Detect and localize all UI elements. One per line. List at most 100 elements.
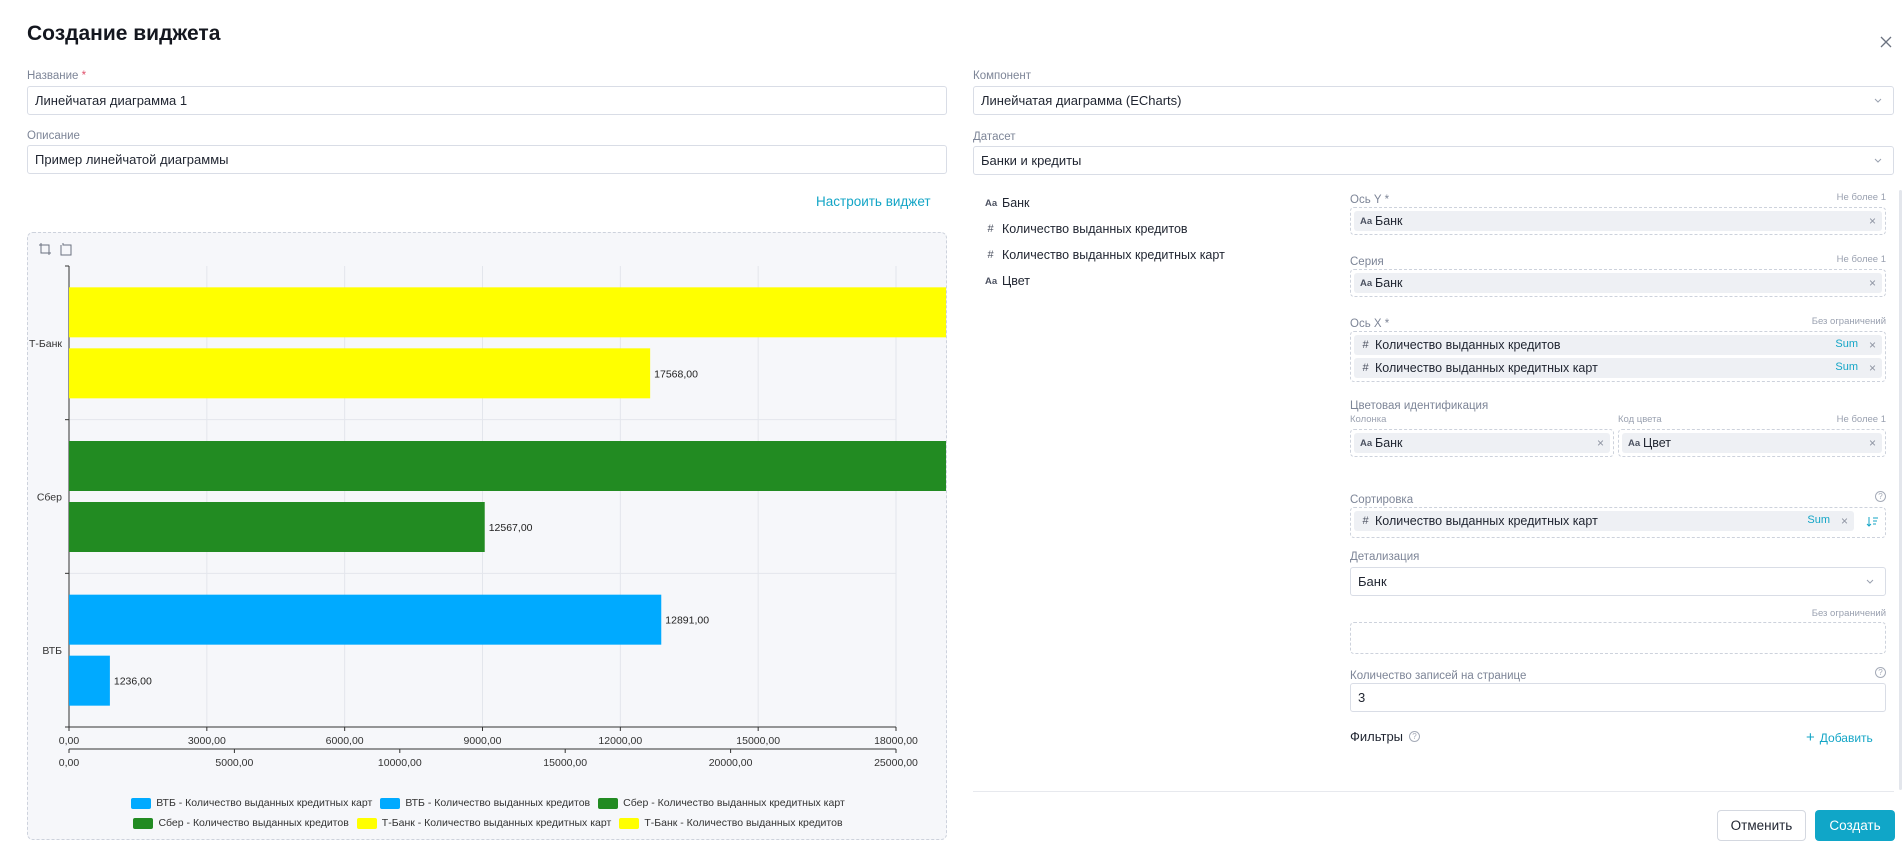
bar-data-label: 1236,00 (114, 676, 152, 688)
remove-icon[interactable]: × (1868, 214, 1876, 228)
detail-label: Детализация (1350, 551, 1420, 563)
aggregation-toggle[interactable]: Sum (1835, 361, 1858, 373)
chart-legend: ВТБ - Количество выданных кредитных карт… (48, 795, 928, 831)
series-dropzone[interactable]: Aa Банк × (1350, 269, 1886, 297)
text-type-icon: Aa (1628, 437, 1641, 449)
text-type-icon: Aa (1360, 277, 1373, 289)
add-filter-label: Добавить (1819, 731, 1873, 745)
description-input[interactable]: Пример линейчатой диаграммы (27, 145, 947, 174)
detail-extra-dropzone[interactable] (1350, 622, 1886, 654)
sort-dropzone[interactable]: # Количество выданных кредитных карт Sum… (1350, 507, 1886, 538)
x-tick-label: 18000,00 (874, 735, 918, 747)
x-axis-chip[interactable]: # Количество выданных кредитных карт Sum… (1354, 358, 1882, 378)
add-filter-button[interactable]: + Добавить (1806, 730, 1873, 745)
dialog-title: Создание виджета (27, 22, 221, 45)
x-axis-dropzone[interactable]: # Количество выданных кредитов Sum × # К… (1350, 331, 1886, 382)
series-header: Серия Не более 1 (1350, 252, 1886, 272)
cancel-button[interactable]: Отменить (1717, 810, 1806, 841)
number-type-icon: # (987, 223, 994, 235)
configure-widget-link[interactable]: Настроить виджет (816, 194, 931, 209)
component-select[interactable]: Линейчатая диаграмма (ECharts) (973, 86, 1894, 115)
name-input[interactable]: Линейчатая диаграмма 1 (27, 86, 947, 115)
x2-tick-label: 20000,00 (709, 757, 753, 769)
text-type-icon: Aa (985, 197, 998, 209)
y-axis-chip[interactable]: Aa Банк × (1354, 211, 1882, 231)
config-scrollbar[interactable] (1899, 190, 1902, 790)
bar (69, 348, 651, 399)
remove-icon[interactable]: × (1868, 361, 1876, 375)
chip-label: Банк (1375, 436, 1403, 450)
field-item-credits-count[interactable]: # Количество выданных кредитов (985, 219, 1285, 239)
legend-item[interactable]: Сбер - Количество выданных кредитных кар… (598, 795, 845, 811)
detail-limit: Без ограничений (1811, 608, 1886, 619)
field-item-cards-count[interactable]: # Количество выданных кредитных карт (985, 245, 1285, 265)
number-type-icon: # (1362, 339, 1369, 351)
series-label: Серия (1350, 256, 1384, 268)
help-icon[interactable]: ? (1409, 731, 1421, 742)
legend-item[interactable]: Сбер - Количество выданных кредитов (133, 815, 349, 831)
series-limit: Не более 1 (1836, 254, 1886, 265)
x2-tick-label: 25000,00 (874, 757, 918, 769)
legend-item[interactable]: Т-Банк - Количество выданных кредитов (619, 815, 843, 831)
chip-label: Количество выданных кредитов (1375, 338, 1561, 352)
legend-swatch (380, 797, 401, 809)
field-label: Цвет (1002, 274, 1031, 288)
page-size-input[interactable]: 3 (1350, 683, 1886, 712)
aggregation-toggle[interactable]: Sum (1807, 514, 1830, 526)
color-code-dropzone[interactable]: Aa Цвет × (1618, 429, 1886, 457)
x-tick-label: 9000,00 (464, 735, 502, 747)
help-icon[interactable]: ? (1875, 667, 1886, 678)
zoom-select-icon[interactable] (38, 242, 52, 256)
series-chip[interactable]: Aa Банк × (1354, 273, 1882, 293)
bar-chart: 0,00 3000,00 6000,00 9000,00 12000,00 15000,0… (29, 265, 946, 769)
remove-icon[interactable]: × (1868, 276, 1876, 290)
remove-icon[interactable]: × (1840, 514, 1848, 528)
sort-order-icon[interactable] (1866, 515, 1879, 528)
chevron-down-icon (1874, 98, 1882, 103)
field-item-color[interactable]: Aa Цвет (985, 271, 1285, 291)
field-label: Банк (1002, 196, 1030, 210)
remove-icon[interactable]: × (1596, 436, 1604, 450)
field-label: Количество выданных кредитных карт (1002, 248, 1225, 262)
bar-data-label: 12567,00 (489, 522, 533, 534)
legend-label: ВТБ - Количество выданных кредитов (405, 797, 591, 809)
color-code-chip[interactable]: Aa Цвет × (1622, 433, 1882, 453)
footer-divider (973, 791, 1894, 792)
zoom-reset-icon[interactable] (59, 242, 73, 256)
number-type-icon: # (1362, 362, 1369, 374)
detail-select[interactable]: Банк (1350, 567, 1886, 596)
y-axis-header: Ось Y * Не более 1 (1350, 190, 1886, 210)
color-column-dropzone[interactable]: Aa Банк × (1350, 429, 1614, 457)
bar (69, 594, 662, 645)
legend-label: Сбер - Количество выданных кредитов (158, 817, 349, 829)
sort-label: Сортировка (1350, 494, 1414, 506)
x-axis-chip[interactable]: # Количество выданных кредитов Sum × (1354, 335, 1882, 355)
color-column-chip[interactable]: Aa Банк × (1354, 433, 1610, 453)
chip-label: Цвет (1643, 436, 1672, 450)
field-item-bank[interactable]: Aa Банк (985, 193, 1285, 213)
y-axis-dropzone[interactable]: Aa Банк × (1350, 207, 1886, 235)
sort-chip[interactable]: # Количество выданных кредитных карт Sum… (1354, 511, 1854, 531)
y-axis-limit: Не более 1 (1836, 192, 1886, 203)
x2-tick-label: 0,00 (59, 757, 80, 769)
dataset-label: Датасет (973, 131, 1016, 143)
help-icon[interactable]: ? (1875, 491, 1886, 502)
color-code-label: Код цвета (1618, 414, 1662, 425)
legend-label: ВТБ - Количество выданных кредитных карт (156, 797, 373, 809)
close-icon[interactable] (1878, 34, 1894, 50)
legend-label: Сбер - Количество выданных кредитных кар… (623, 797, 845, 809)
page-size-label: Количество записей на странице (1350, 670, 1527, 682)
remove-icon[interactable]: × (1868, 338, 1876, 352)
remove-icon[interactable]: × (1868, 436, 1876, 450)
legend-item[interactable]: ВТБ - Количество выданных кредитов (380, 795, 590, 811)
x2-tick-label: 5000,00 (215, 757, 253, 769)
aggregation-toggle[interactable]: Sum (1835, 338, 1858, 350)
legend-label: Т-Банк - Количество выданных кредитных к… (381, 817, 612, 829)
chip-label: Количество выданных кредитных карт (1375, 514, 1598, 528)
dataset-select[interactable]: Банки и кредиты (973, 146, 1894, 175)
component-label: Компонент (973, 70, 1031, 82)
y-category-label: Т-Банк (29, 338, 62, 350)
legend-item[interactable]: ВТБ - Количество выданных кредитных карт (131, 795, 372, 811)
create-button[interactable]: Создать (1815, 810, 1895, 841)
legend-item[interactable]: Т-Банк - Количество выданных кредитных к… (356, 815, 612, 831)
